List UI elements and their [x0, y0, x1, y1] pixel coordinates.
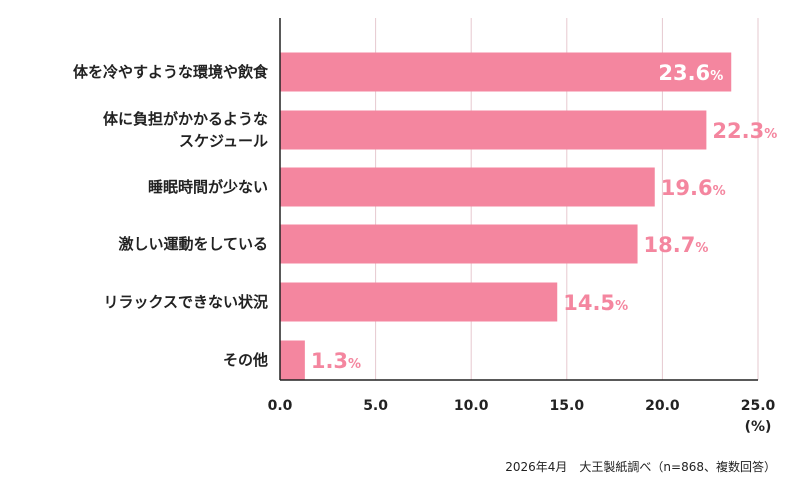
bar — [280, 52, 732, 92]
category-label: その他 — [223, 351, 268, 369]
category-label: リラックスできない状況 — [103, 293, 268, 311]
category-label: 激しい運動をしている — [118, 235, 268, 253]
data-label: 18.7% — [644, 233, 709, 257]
data-label: 19.6% — [661, 176, 726, 200]
bar — [280, 340, 305, 380]
data-label: 14.5% — [563, 291, 628, 315]
source-note: 2026年4月 大王製紙調べ（n=868、複数回答） — [505, 460, 776, 474]
bar — [280, 224, 638, 264]
tick-label: 25.0 — [741, 398, 776, 414]
category-label: 体を冷やすような環境や飲食 — [73, 63, 269, 81]
bar — [280, 167, 655, 207]
category-label: 睡眠時間が少ない — [148, 178, 268, 196]
axis-unit-label: (%) — [745, 419, 772, 435]
data-label: 22.3% — [712, 119, 777, 143]
tick-label: 10.0 — [454, 398, 489, 414]
tick-label: 15.0 — [550, 398, 585, 414]
tick-label: 20.0 — [645, 398, 680, 414]
bar — [280, 282, 558, 322]
data-label: 1.3% — [311, 349, 361, 373]
data-label: 23.6% — [658, 61, 723, 85]
tick-label: 0.0 — [268, 398, 293, 414]
tick-label: 5.0 — [363, 398, 388, 414]
category-label: スケジュール — [179, 132, 268, 150]
bar — [280, 110, 707, 150]
category-label: 体に負担がかかるような — [103, 110, 268, 128]
